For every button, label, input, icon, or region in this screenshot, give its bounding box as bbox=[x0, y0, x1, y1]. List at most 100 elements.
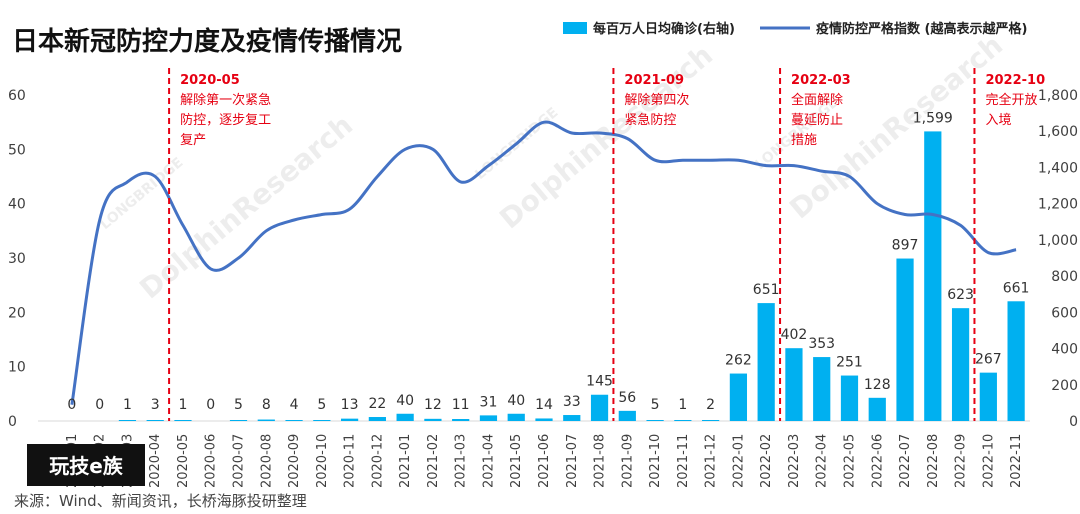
bar-data-label: 5 bbox=[651, 397, 660, 413]
bar-data-label: 2 bbox=[706, 397, 715, 413]
bar-data-label: 5 bbox=[234, 397, 243, 413]
bar bbox=[840, 375, 859, 421]
x-tick-label: 2020-04 bbox=[148, 434, 163, 488]
x-tick-label: 2020-12 bbox=[370, 434, 385, 488]
bar-data-label: 145 bbox=[586, 374, 613, 390]
bar-data-label: 5 bbox=[317, 397, 326, 413]
bar bbox=[1007, 301, 1025, 421]
x-tick-label: 2020-11 bbox=[343, 434, 358, 488]
legend-bar-label: 每百万人日均确诊(右轴) bbox=[593, 21, 735, 37]
bar-data-label: 262 bbox=[725, 353, 752, 369]
x-tick-label: 2022-10 bbox=[981, 434, 996, 488]
bar-data-label: 267 bbox=[975, 352, 1002, 368]
x-tick-label: 2022-06 bbox=[870, 434, 885, 488]
x-tick-label: 2022-02 bbox=[759, 434, 774, 488]
x-tick-label: 2021-10 bbox=[648, 434, 663, 488]
bar-data-label: 3 bbox=[151, 397, 160, 413]
bar-data-label: 0 bbox=[67, 397, 76, 413]
bar-data-label: 13 bbox=[341, 397, 359, 413]
annotation-text: 紧急防控 bbox=[624, 112, 676, 128]
bar bbox=[396, 413, 414, 421]
bar bbox=[452, 419, 470, 421]
bar bbox=[285, 420, 303, 421]
x-tick-label: 2021-11 bbox=[676, 434, 691, 488]
left-axis-tick-label: 50 bbox=[8, 142, 26, 158]
right-axis-tick-label: 400 bbox=[1051, 342, 1078, 358]
bar-data-label: 651 bbox=[753, 282, 780, 298]
legend-line-label: 疫情防控严格指数 (越高表示越严格) bbox=[816, 21, 1027, 37]
x-tick-label: 2020-07 bbox=[232, 434, 247, 488]
bar-data-label: 1 bbox=[179, 397, 188, 413]
bar-data-label: 40 bbox=[507, 393, 525, 409]
bar bbox=[174, 420, 192, 421]
x-tick-label: 2020-08 bbox=[259, 434, 274, 488]
bar-data-label: 1 bbox=[678, 397, 687, 413]
bar-data-label: 897 bbox=[892, 238, 919, 254]
right-axis-tick-label: 1,600 bbox=[1038, 124, 1078, 140]
x-tick-label: 2021-01 bbox=[398, 434, 413, 488]
x-tick-label: 2022-09 bbox=[954, 434, 969, 488]
axes: 010203040506002004006008001,0001,2001,40… bbox=[8, 88, 1078, 430]
x-tick-label: 2021-05 bbox=[509, 434, 524, 488]
x-tick-label: 2022-04 bbox=[815, 434, 830, 488]
bar-data-label: 56 bbox=[618, 390, 636, 406]
left-axis-tick-label: 60 bbox=[8, 88, 26, 104]
annotation-date: 2021-09 bbox=[624, 73, 684, 88]
bar-data-label: 623 bbox=[947, 287, 974, 303]
annotation-text: 解除第四次 bbox=[624, 92, 689, 108]
bar bbox=[646, 420, 664, 421]
badge-background bbox=[27, 444, 145, 486]
bar-data-label: 251 bbox=[836, 355, 863, 371]
left-axis-tick-label: 40 bbox=[8, 197, 26, 213]
legend: 每百万人日均确诊(右轴) 疫情防控严格指数 (越高表示越严格) bbox=[563, 21, 1027, 37]
source-note: 来源：Wind、新闻资讯，长桥海豚投研整理 bbox=[14, 492, 307, 510]
bar bbox=[729, 373, 748, 421]
right-axis-tick-label: 1,200 bbox=[1038, 197, 1078, 213]
bar bbox=[313, 420, 331, 421]
x-tick-label: 2021-12 bbox=[704, 434, 719, 488]
annotation-text: 防控，逐步复工 bbox=[180, 112, 271, 128]
bar bbox=[618, 410, 636, 421]
bar-data-label: 353 bbox=[808, 336, 835, 352]
watermark-group: LONGBRIDGE DolphinResearch LONGBRIDGE Do… bbox=[97, 28, 1009, 305]
bar bbox=[368, 417, 386, 421]
bar-data-label: 661 bbox=[1003, 280, 1030, 296]
bar bbox=[702, 420, 720, 421]
x-tick-label: 2021-02 bbox=[426, 434, 441, 488]
bar bbox=[146, 420, 164, 421]
right-axis-tick-label: 0 bbox=[1069, 414, 1078, 430]
bar bbox=[979, 372, 997, 421]
legend-bar-swatch bbox=[563, 22, 587, 34]
x-axis-ticks: 2020-012020-022020-032020-042020-052020-… bbox=[65, 434, 1024, 488]
left-axis-tick-label: 30 bbox=[8, 251, 26, 267]
bar bbox=[424, 418, 442, 421]
bar-data-label: 40 bbox=[396, 393, 414, 409]
bar bbox=[535, 418, 553, 421]
bars bbox=[118, 131, 1025, 422]
bar bbox=[674, 420, 692, 421]
x-tick-label: 2021-08 bbox=[593, 434, 608, 488]
bar bbox=[340, 418, 359, 421]
bar bbox=[785, 348, 803, 421]
bar bbox=[896, 258, 914, 421]
right-axis-tick-label: 800 bbox=[1051, 269, 1078, 285]
bar bbox=[229, 420, 248, 421]
bar bbox=[257, 419, 275, 421]
bar bbox=[951, 308, 970, 421]
line-path bbox=[70, 120, 1017, 405]
bar-data-label: 0 bbox=[95, 397, 104, 413]
bar-data-label: 14 bbox=[535, 397, 553, 413]
bar bbox=[118, 420, 137, 421]
x-tick-label: 2021-06 bbox=[537, 434, 552, 488]
annotation-text: 全面解除 bbox=[791, 92, 843, 108]
chart-title: 日本新冠防控力度及疫情传播情况 bbox=[12, 26, 402, 57]
annotation-text: 措施 bbox=[791, 133, 817, 148]
x-tick-label: 2020-09 bbox=[287, 434, 302, 488]
x-tick-label: 2020-10 bbox=[315, 434, 330, 488]
x-tick-label: 2022-08 bbox=[926, 434, 941, 488]
bar bbox=[813, 357, 831, 421]
annotation-date: 2020-05 bbox=[180, 73, 240, 88]
